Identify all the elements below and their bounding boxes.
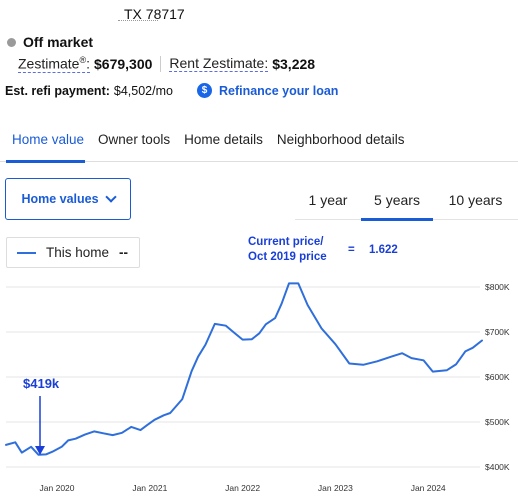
tab-home-value[interactable]: Home value	[0, 117, 91, 163]
x-tick-label: Jan 2024	[411, 483, 446, 493]
zestimate-row: Zestimate®: $679,300 Rent Zestimate: $3,…	[18, 55, 315, 73]
home-value-chart: $400K$500K$600K$700K$800K Jan 2020 Jan 20…	[5, 282, 510, 493]
range-tab-10-years[interactable]: 10 years	[448, 192, 503, 208]
y-tick-label: $400K	[485, 462, 510, 472]
tab-home-details[interactable]: Home details	[184, 131, 263, 147]
address: TX 78717	[118, 6, 185, 22]
x-tick-label: Jan 2023	[318, 483, 353, 493]
zestimate-value: $679,300	[94, 55, 153, 72]
annotation-line2: Oct 2019 price	[248, 251, 327, 263]
legend-label: This home	[46, 245, 110, 260]
y-tick-label: $600K	[485, 372, 510, 382]
chevron-down-icon	[104, 191, 117, 203]
chart-legend: This home --	[6, 237, 140, 268]
tab-neighborhood-details[interactable]: Neighborhood details	[276, 131, 405, 147]
range-tabs: 1 year 5 years 10 years	[295, 180, 518, 221]
divider	[160, 55, 162, 72]
x-tick-label: Jan 2022	[225, 483, 260, 493]
dropdown-label: Home values	[21, 192, 99, 206]
y-tick-labels: $400K $500K $600K $700K $800K	[485, 282, 510, 472]
zestimate-label[interactable]: Zestimate®:	[18, 55, 90, 73]
annotation-equals: =	[348, 244, 355, 256]
home-values-dropdown[interactable]: Home values	[5, 178, 131, 220]
status-row: Off market	[7, 34, 93, 50]
status-text: Off market	[23, 34, 94, 50]
annotation-low-price: $419k	[23, 376, 60, 391]
range-tab-5-years[interactable]: 5 years	[361, 180, 433, 221]
chart-grid	[6, 286, 480, 468]
x-tick-label: Jan 2020	[40, 483, 75, 493]
refinance-link[interactable]: Refinance your loan	[218, 83, 339, 98]
status-dot-icon	[7, 37, 16, 47]
legend-value: --	[119, 245, 129, 260]
series-line-this-home	[5, 282, 483, 456]
annotation-line1: Current price/	[248, 236, 324, 248]
redacted-address-line	[118, 20, 158, 21]
y-tick-label: $500K	[485, 417, 510, 427]
annotation-ratio: 1.622	[369, 244, 398, 256]
tab-owner-tools[interactable]: Owner tools	[98, 131, 171, 147]
refi-label: Est. refi payment:	[5, 83, 110, 98]
legend-line-swatch	[17, 251, 36, 254]
rent-zestimate-label[interactable]: Rent Zestimate:	[169, 55, 269, 73]
annotation-arrow	[35, 396, 45, 455]
dollar-icon[interactable]: $	[196, 83, 212, 98]
refi-row: Est. refi payment: $4,502/mo $ Refinance…	[5, 83, 338, 98]
x-tick-labels: Jan 2020 Jan 2021 Jan 2022 Jan 2023 Jan 2024	[40, 483, 446, 493]
y-tick-label: $800K	[485, 282, 510, 292]
range-tab-1-year[interactable]: 1 year	[308, 192, 348, 208]
x-tick-label: Jan 2021	[132, 483, 167, 493]
refi-value: $4,502/mo	[113, 83, 173, 98]
y-tick-label: $700K	[485, 327, 510, 337]
rent-zestimate-value: $3,228	[272, 55, 316, 72]
address-text: TX 78717	[124, 6, 185, 22]
main-tabs: Home value Owner tools Home details Neig…	[0, 117, 518, 163]
